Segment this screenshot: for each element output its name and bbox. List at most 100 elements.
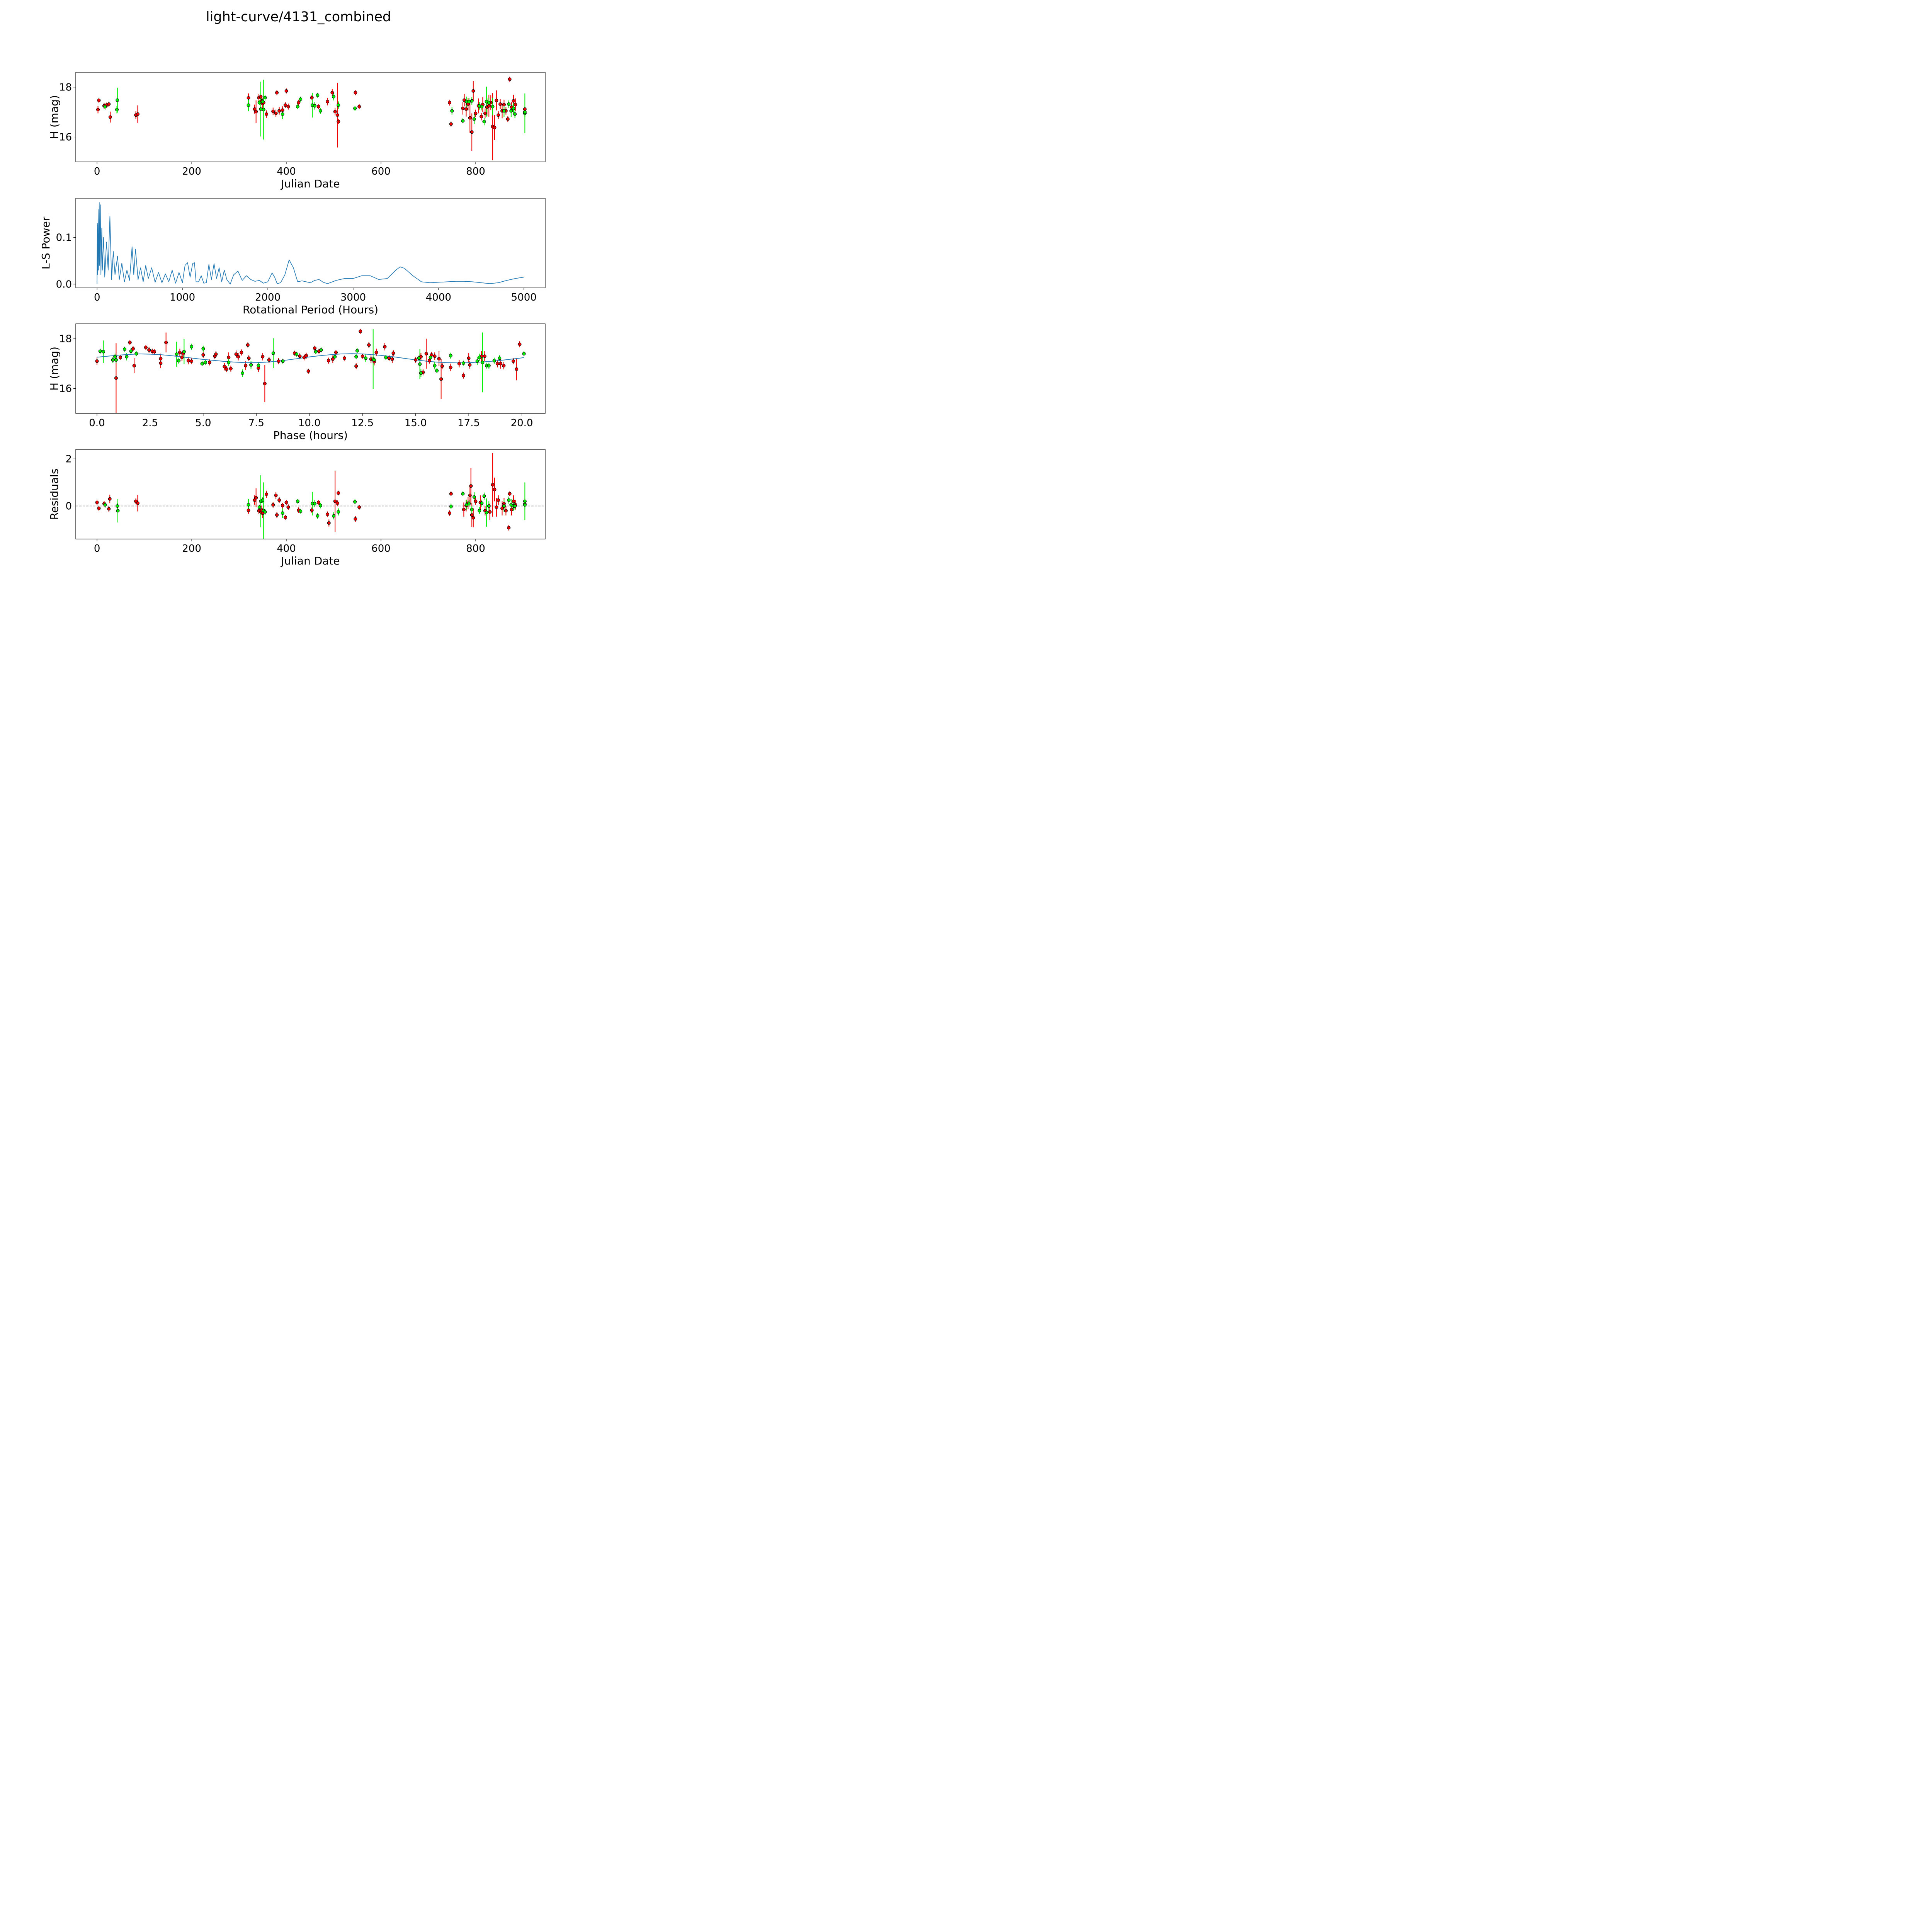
r-band-point — [214, 352, 218, 356]
x-axis-label: Julian Date — [280, 177, 340, 190]
g-band-point — [103, 105, 107, 109]
r-band-point — [493, 126, 497, 129]
r-band-point — [333, 110, 337, 114]
r-band-point — [132, 364, 136, 367]
r-band-point — [254, 110, 258, 114]
r-band-point — [152, 350, 156, 354]
g-band-point — [103, 503, 107, 507]
g-band-point — [314, 350, 318, 354]
g-band-point — [481, 361, 485, 364]
g-band-point — [417, 356, 421, 360]
x-tick-label: 0 — [94, 543, 100, 554]
g-band-point — [203, 361, 207, 364]
r-band-point — [247, 96, 250, 100]
g-band-point — [492, 359, 496, 362]
r-band-point — [508, 492, 512, 496]
r-band-point — [491, 483, 495, 487]
x-tick-label: 800 — [466, 166, 485, 177]
r-band-point — [448, 101, 452, 105]
g-band-point — [480, 501, 484, 505]
r-band-point — [437, 357, 441, 361]
g-band-point — [261, 498, 265, 502]
r-band-point — [424, 352, 428, 355]
r-band-point — [334, 350, 338, 354]
r-band-point — [480, 115, 483, 119]
g-band-point — [472, 117, 476, 121]
r-band-point — [512, 359, 515, 363]
g-band-point — [227, 361, 231, 364]
r-band-point — [316, 500, 320, 504]
r-band-point — [337, 491, 340, 495]
r-band-point — [342, 356, 346, 360]
r-band-point — [367, 343, 371, 347]
y-tick-label: 16 — [59, 132, 72, 143]
g-band-point — [182, 350, 186, 354]
r-band-point — [326, 100, 330, 104]
r-band-point — [271, 503, 275, 507]
r-band-point — [131, 347, 135, 350]
g-band-point — [353, 500, 357, 504]
r-band-point — [271, 109, 275, 113]
r-band-point — [107, 102, 111, 106]
r-band-point — [224, 367, 228, 371]
r-band-point — [500, 507, 504, 510]
r-band-point — [497, 113, 500, 117]
g-band-point — [316, 514, 320, 518]
r-band-point — [298, 354, 302, 358]
g-band-point — [259, 107, 263, 111]
r-band-point — [316, 105, 320, 109]
r-band-point — [510, 508, 514, 512]
x-tick-label: 0 — [94, 166, 100, 177]
g-band-point — [507, 102, 511, 106]
r-band-point — [440, 364, 444, 368]
r-band-point — [414, 358, 418, 362]
x-axis-label: Rotational Period (Hours) — [243, 303, 378, 316]
y-axis-label: L-S Power — [39, 216, 52, 269]
r-band-point — [263, 382, 267, 386]
r-band-point — [502, 103, 506, 107]
r-band-point — [286, 505, 290, 509]
x-tick-label: 200 — [182, 543, 201, 554]
g-band-point — [513, 504, 517, 508]
g-band-point — [482, 120, 486, 124]
r-band-point — [128, 340, 132, 344]
figure-title: light-curve/4131_combined — [206, 9, 391, 25]
y-tick-label: 0.1 — [56, 232, 72, 244]
r-band-point — [464, 107, 468, 111]
g-band-point — [487, 364, 491, 367]
r-band-point — [483, 354, 486, 358]
x-tick-label: 200 — [182, 166, 201, 177]
r-band-point — [514, 103, 517, 107]
r-band-point — [357, 505, 361, 509]
r-band-point — [97, 507, 101, 510]
g-band-point — [116, 98, 119, 102]
r-band-point — [497, 498, 500, 502]
g-band-point — [281, 511, 284, 515]
g-band-point — [111, 358, 115, 362]
x-tick-label: 3000 — [340, 292, 366, 303]
r-band-point — [449, 366, 452, 369]
r-band-point — [313, 346, 316, 350]
r-band-point — [310, 96, 314, 100]
r-band-point — [186, 359, 190, 362]
g-band-point — [247, 103, 250, 107]
g-band-point — [372, 358, 376, 362]
r-band-point — [277, 359, 281, 363]
g-band-point — [261, 100, 265, 104]
x-tick-label: 400 — [277, 166, 296, 177]
g-band-point — [433, 364, 437, 367]
y-tick-label: 18 — [59, 82, 72, 94]
x-tick-label: 17.5 — [457, 417, 480, 429]
g-band-point — [281, 359, 285, 363]
g-band-point — [478, 355, 481, 359]
r-band-point — [207, 361, 211, 364]
r-band-point — [190, 359, 194, 363]
r-band-point — [327, 521, 331, 525]
r-band-point — [383, 345, 387, 349]
g-band-point — [113, 355, 117, 359]
g-band-point — [241, 371, 245, 375]
g-band-point — [461, 492, 465, 496]
g-band-point — [318, 109, 322, 113]
r-band-point — [159, 361, 163, 365]
x-tick-label: 400 — [277, 543, 296, 554]
